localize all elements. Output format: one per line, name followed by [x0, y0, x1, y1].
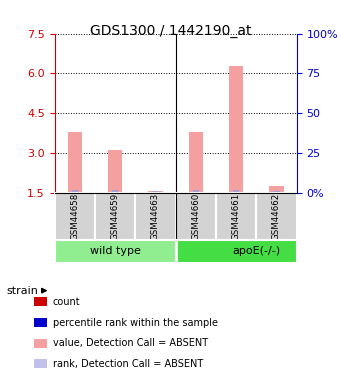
Bar — [148, 191, 163, 193]
Text: GDS1300 / 1442190_at: GDS1300 / 1442190_at — [90, 24, 251, 38]
Bar — [108, 150, 122, 193]
Bar — [68, 132, 82, 193]
Text: GSM44660: GSM44660 — [191, 193, 200, 240]
Bar — [176, 240, 297, 262]
Bar — [112, 190, 118, 193]
Text: apoE(-/-): apoE(-/-) — [232, 246, 280, 256]
Text: GSM44663: GSM44663 — [151, 193, 160, 240]
Text: GSM44658: GSM44658 — [70, 193, 79, 240]
Text: GSM44659: GSM44659 — [110, 193, 120, 240]
Bar — [135, 193, 176, 240]
Text: percentile rank within the sample: percentile rank within the sample — [53, 318, 218, 327]
Text: wild type: wild type — [90, 246, 140, 256]
Text: GSM44661: GSM44661 — [232, 193, 241, 240]
Bar — [55, 193, 95, 240]
Bar — [269, 186, 284, 193]
Bar — [216, 193, 256, 240]
Bar — [55, 240, 176, 262]
Text: rank, Detection Call = ABSENT: rank, Detection Call = ABSENT — [53, 359, 203, 369]
Bar — [193, 190, 199, 193]
Bar — [273, 191, 280, 193]
Bar — [95, 193, 135, 240]
Text: strain: strain — [7, 286, 39, 296]
Bar — [233, 190, 239, 193]
Bar — [72, 190, 78, 193]
Bar — [176, 193, 216, 240]
Text: GSM44662: GSM44662 — [272, 193, 281, 240]
Bar — [256, 193, 297, 240]
Text: value, Detection Call = ABSENT: value, Detection Call = ABSENT — [53, 338, 208, 348]
Bar — [189, 132, 203, 193]
Bar — [229, 66, 243, 193]
Bar — [152, 191, 159, 193]
Text: count: count — [53, 297, 80, 307]
